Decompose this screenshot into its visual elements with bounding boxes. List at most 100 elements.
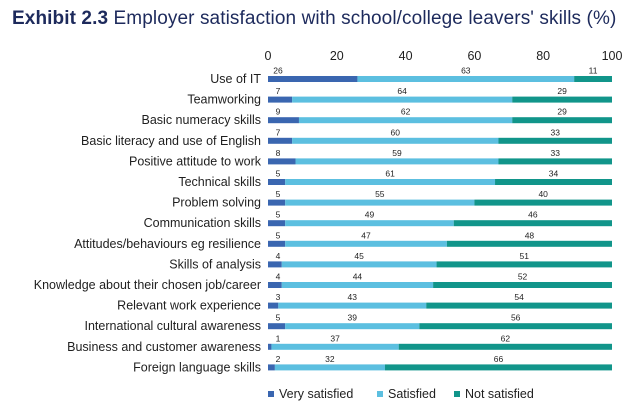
bar-satisfied [271, 343, 399, 350]
data-label-very-satisfied: 1 [276, 333, 281, 343]
x-tick-label: 100 [602, 49, 623, 63]
bar-satisfied [285, 199, 475, 206]
data-label-satisfied: 32 [325, 354, 335, 364]
bar-not-satisfied [498, 158, 612, 165]
x-tick-label: 60 [467, 49, 481, 63]
bar-satisfied [295, 158, 499, 165]
data-label-satisfied: 39 [348, 313, 358, 323]
data-label-not-satisfied: 29 [557, 86, 567, 96]
bar-not-satisfied [512, 96, 612, 103]
data-label-very-satisfied: 3 [276, 292, 281, 302]
data-label-satisfied: 62 [401, 107, 411, 117]
bar-not-satisfied [436, 261, 612, 268]
bar-very-satisfied [268, 323, 286, 330]
data-label-very-satisfied: 9 [276, 107, 281, 117]
bar-not-satisfied [426, 302, 612, 309]
bar-satisfied [285, 323, 420, 330]
data-label-not-satisfied: 52 [518, 272, 528, 282]
bar-very-satisfied [268, 364, 275, 371]
bar-not-satisfied [419, 323, 612, 330]
data-label-very-satisfied: 7 [276, 127, 281, 137]
x-tick-label: 80 [536, 49, 550, 63]
category-label: Basic literacy and use of English [81, 134, 261, 148]
legend-swatch-not-satisfied [454, 391, 460, 397]
data-label-not-satisfied: 33 [551, 148, 561, 158]
category-label: Attitudes/behaviours eg resilience [74, 237, 261, 251]
category-label: Teamworking [187, 93, 261, 107]
bar-very-satisfied [268, 199, 286, 206]
data-label-very-satisfied: 7 [276, 86, 281, 96]
category-label: Basic numeracy skills [142, 113, 261, 127]
data-label-very-satisfied: 26 [273, 66, 283, 76]
category-label: Relevant work experience [117, 299, 261, 313]
bar-very-satisfied [268, 158, 296, 165]
bar-not-satisfied [433, 282, 612, 288]
bar-very-satisfied [268, 137, 293, 144]
category-label: Use of IT [210, 72, 261, 86]
bar-satisfied [292, 96, 513, 103]
legend-swatch-very-satisfied [268, 391, 274, 397]
data-label-very-satisfied: 4 [276, 251, 281, 261]
data-label-not-satisfied: 66 [494, 354, 504, 364]
data-label-not-satisfied: 11 [589, 66, 598, 76]
category-label: International cultural awareness [85, 319, 262, 333]
data-label-not-satisfied: 56 [511, 313, 521, 323]
legend-label-satisfied: Satisfied [388, 387, 436, 401]
data-label-very-satisfied: 8 [276, 148, 281, 158]
data-label-not-satisfied: 40 [538, 189, 548, 199]
data-label-not-satisfied: 51 [520, 251, 530, 261]
bar-not-satisfied [495, 179, 612, 185]
category-label: Foreign language skills [133, 360, 261, 374]
data-label-not-satisfied: 62 [501, 333, 511, 343]
bar-not-satisfied [574, 76, 612, 82]
category-label: Technical skills [178, 175, 261, 189]
bar-very-satisfied [268, 76, 358, 82]
legend-label-very-satisfied: Very satisfied [279, 387, 353, 401]
data-label-very-satisfied: 4 [276, 272, 281, 282]
bar-not-satisfied [453, 220, 612, 227]
bar-very-satisfied [268, 343, 272, 350]
bar-satisfied [281, 261, 437, 268]
category-label: Skills of analysis [169, 257, 261, 271]
legend-label-not-satisfied: Not satisfied [465, 387, 534, 401]
bar-satisfied [298, 117, 513, 124]
data-label-not-satisfied: 33 [551, 127, 561, 137]
data-label-very-satisfied: 5 [276, 189, 281, 199]
data-label-satisfied: 55 [375, 189, 385, 199]
chart-title: Exhibit 2.3 Employer satisfaction with s… [12, 8, 616, 30]
data-label-very-satisfied: 5 [276, 313, 281, 323]
data-label-satisfied: 60 [391, 127, 401, 137]
bar-very-satisfied [268, 220, 286, 227]
x-tick-label: 40 [399, 49, 413, 63]
data-label-satisfied: 64 [397, 86, 407, 96]
data-label-very-satisfied: 2 [276, 354, 281, 364]
data-label-very-satisfied: 5 [276, 230, 281, 240]
bar-satisfied [357, 76, 575, 82]
data-label-satisfied: 59 [392, 148, 402, 158]
bar-not-satisfied [498, 137, 612, 144]
x-tick-label: 0 [265, 49, 272, 63]
legend-swatch-satisfied [377, 391, 383, 397]
bar-not-satisfied [512, 117, 612, 124]
bar-very-satisfied [268, 179, 286, 185]
bar-very-satisfied [268, 282, 282, 288]
data-label-satisfied: 47 [361, 230, 371, 240]
data-label-satisfied: 43 [348, 292, 358, 302]
bar-satisfied [285, 220, 454, 227]
data-label-not-satisfied: 29 [557, 107, 567, 117]
data-label-satisfied: 37 [330, 333, 340, 343]
bar-very-satisfied [268, 302, 279, 309]
category-label: Positive attitude to work [129, 154, 262, 168]
data-label-not-satisfied: 54 [514, 292, 524, 302]
bar-not-satisfied [398, 343, 612, 350]
exhibit-number: Exhibit 2.3 [12, 8, 109, 29]
bar-very-satisfied [268, 240, 286, 247]
category-label: Business and customer awareness [67, 340, 261, 354]
bar-not-satisfied [474, 199, 612, 206]
category-label: Knowledge about their chosen job/career [34, 278, 261, 292]
bar-very-satisfied [268, 96, 293, 103]
bar-not-satisfied [446, 240, 612, 247]
chart-title-text: Employer satisfaction with school/colleg… [113, 8, 617, 29]
category-label: Communication skills [144, 216, 261, 230]
